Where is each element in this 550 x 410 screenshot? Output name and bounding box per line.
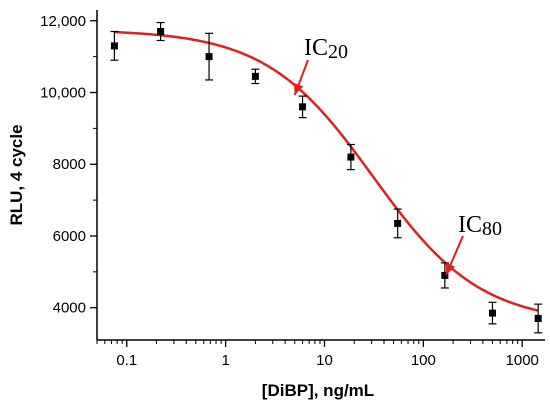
data-point: [347, 153, 355, 161]
data-point: [110, 42, 118, 50]
y-tick-label: 10,000: [40, 85, 86, 102]
data-point: [299, 103, 307, 111]
data-point: [534, 314, 542, 322]
annotation-label: IC20: [304, 35, 348, 63]
x-tick-label: 10: [316, 352, 333, 369]
annotation-sub: 20: [328, 41, 348, 63]
data-point: [394, 219, 402, 227]
annotation-main: IC: [458, 212, 482, 238]
y-axis-ticks: 4000 6000 8000 10,000 12,000: [40, 13, 97, 317]
annotation-arrow-head: [293, 82, 304, 96]
x-tick-label: 1: [221, 352, 229, 369]
data-points: [110, 21, 543, 334]
y-tick-label: 6000: [53, 228, 86, 245]
annotation-arrow-head: [445, 262, 456, 275]
x-tick-label: 1000: [506, 352, 539, 369]
y-tick-label: 12,000: [40, 13, 86, 30]
data-point: [488, 309, 496, 317]
annotation-main: IC: [304, 35, 328, 61]
y-axis-label: RLU, 4 cycle: [7, 124, 26, 225]
y-tick-label: 4000: [53, 300, 86, 317]
x-axis-label: [DiBP], ng/mL: [262, 381, 374, 400]
data-point: [205, 53, 213, 61]
annotation-label: IC80: [458, 212, 502, 240]
x-tick-label: 0.1: [116, 352, 137, 369]
x-tick-label: 100: [411, 352, 436, 369]
data-point: [251, 72, 259, 80]
fit-curve-line: [114, 30, 539, 312]
annotation-sub: 80: [482, 218, 502, 240]
data-point: [441, 271, 449, 279]
y-tick-label: 8000: [53, 156, 86, 173]
data-point: [157, 28, 165, 36]
x-axis-ticks: 0.1 1 10 100 1000: [96, 340, 539, 369]
